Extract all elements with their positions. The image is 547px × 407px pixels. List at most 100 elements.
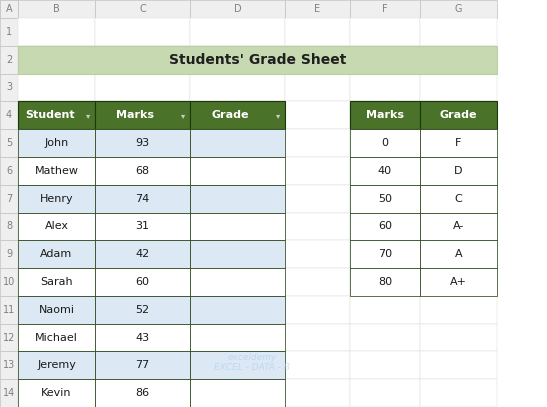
Text: 86: 86 xyxy=(136,388,149,398)
Bar xyxy=(190,351,285,379)
Bar xyxy=(95,351,190,379)
Bar xyxy=(95,268,190,296)
Text: 68: 68 xyxy=(136,166,149,176)
Bar xyxy=(190,185,285,212)
Bar xyxy=(190,379,285,407)
Bar xyxy=(350,268,420,296)
Bar xyxy=(190,157,285,185)
Bar xyxy=(350,212,420,240)
Text: John: John xyxy=(44,138,68,148)
Bar xyxy=(285,212,350,240)
Bar xyxy=(190,296,285,324)
Bar xyxy=(95,324,190,351)
Bar xyxy=(420,296,497,324)
Bar xyxy=(190,240,285,268)
Text: 77: 77 xyxy=(135,360,150,370)
Bar xyxy=(0,212,18,240)
Bar xyxy=(285,157,350,185)
Text: 40: 40 xyxy=(378,166,392,176)
Text: 74: 74 xyxy=(135,194,150,204)
Text: Alex: Alex xyxy=(44,221,68,232)
Polygon shape xyxy=(5,3,15,15)
Bar xyxy=(420,101,497,129)
Bar xyxy=(420,351,497,379)
Text: F: F xyxy=(382,4,388,14)
Bar xyxy=(350,240,420,268)
Bar xyxy=(190,240,285,268)
Text: Marks: Marks xyxy=(116,110,154,120)
Bar xyxy=(18,101,95,129)
Text: 50: 50 xyxy=(378,194,392,204)
Text: 80: 80 xyxy=(378,277,392,287)
Bar xyxy=(18,379,95,407)
Bar xyxy=(18,240,95,268)
Text: 70: 70 xyxy=(378,249,392,259)
Bar xyxy=(18,157,95,185)
Text: D: D xyxy=(454,166,463,176)
Bar xyxy=(95,101,190,129)
Bar xyxy=(420,18,497,46)
Bar xyxy=(18,324,95,351)
Bar xyxy=(350,157,420,185)
Bar xyxy=(18,296,95,324)
Text: Michael: Michael xyxy=(35,333,78,343)
Bar xyxy=(190,324,285,351)
Bar xyxy=(95,129,190,157)
Bar xyxy=(285,379,350,407)
Bar xyxy=(95,0,190,18)
Text: 6: 6 xyxy=(6,166,12,176)
Text: 9: 9 xyxy=(6,249,12,259)
Bar xyxy=(350,101,420,129)
Text: 13: 13 xyxy=(3,360,15,370)
Text: Sarah: Sarah xyxy=(40,277,73,287)
Text: ▾: ▾ xyxy=(86,111,90,120)
Text: exceldemy
EXCEL - DATA - B: exceldemy EXCEL - DATA - B xyxy=(214,353,290,372)
Bar xyxy=(350,379,420,407)
Bar xyxy=(285,240,350,268)
Bar xyxy=(95,185,190,212)
Text: Adam: Adam xyxy=(40,249,73,259)
Bar xyxy=(420,268,497,296)
Bar xyxy=(190,101,285,129)
Text: 0: 0 xyxy=(381,138,388,148)
Bar xyxy=(18,74,95,101)
Bar xyxy=(350,129,420,157)
Bar xyxy=(420,379,497,407)
Bar xyxy=(18,0,95,18)
Bar xyxy=(350,0,420,18)
Bar xyxy=(0,185,18,212)
Bar xyxy=(18,212,95,240)
Bar xyxy=(18,268,95,296)
Bar xyxy=(95,296,190,324)
Text: 10: 10 xyxy=(3,277,15,287)
Bar xyxy=(95,46,190,74)
Bar xyxy=(18,129,95,157)
Bar xyxy=(285,74,350,101)
Text: Kevin: Kevin xyxy=(41,388,72,398)
Bar xyxy=(190,212,285,240)
Bar xyxy=(190,129,285,157)
Bar xyxy=(95,129,190,157)
Bar xyxy=(0,379,18,407)
Bar xyxy=(350,74,420,101)
Bar xyxy=(190,46,285,74)
Bar xyxy=(18,129,95,157)
Text: 60: 60 xyxy=(378,221,392,232)
Text: 12: 12 xyxy=(3,333,15,343)
Bar xyxy=(420,0,497,18)
Bar xyxy=(350,185,420,212)
Bar xyxy=(18,351,95,379)
Bar xyxy=(0,268,18,296)
Bar xyxy=(0,157,18,185)
Bar xyxy=(0,74,18,101)
Bar xyxy=(350,296,420,324)
Bar xyxy=(350,268,420,296)
Bar xyxy=(285,351,350,379)
Bar xyxy=(350,351,420,379)
Bar xyxy=(0,296,18,324)
Bar xyxy=(285,0,350,18)
Bar xyxy=(95,379,190,407)
Bar xyxy=(18,101,95,129)
Bar xyxy=(420,129,497,157)
Bar xyxy=(95,18,190,46)
